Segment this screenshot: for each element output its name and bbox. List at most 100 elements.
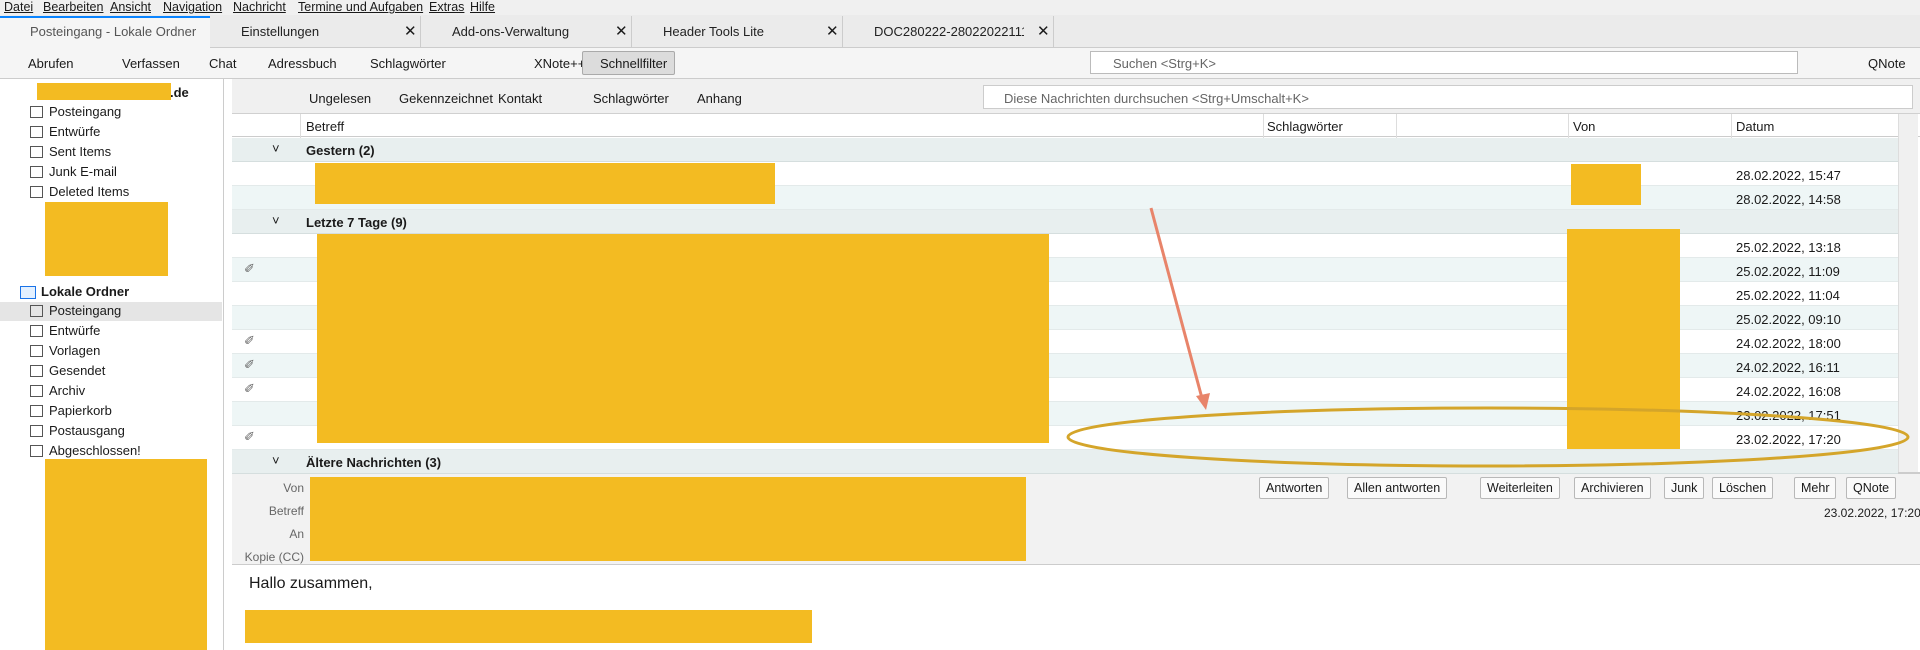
filter-search[interactable]: Diese Nachrichten durchsuchen <Strg+Umsc… [983, 85, 1913, 109]
toolbar-button[interactable]: Chat [209, 56, 237, 71]
body-redaction [245, 610, 812, 643]
tab[interactable] [211, 16, 421, 48]
header-button[interactable]: QNote [1846, 477, 1897, 499]
message-date: 25.02.2022, 11:09 [1736, 264, 1840, 279]
folder-icon [30, 385, 43, 397]
tab[interactable] [633, 16, 843, 48]
qnote-button[interactable]: QNote [1868, 56, 1906, 71]
header-button[interactable]: Mehr [1794, 477, 1837, 499]
filter-button[interactable]: Anhang [697, 91, 742, 106]
folder[interactable]: Posteingang [49, 104, 122, 119]
tab-close[interactable]: ✕ [615, 23, 628, 40]
folder[interactable]: Junk E-mail [49, 164, 117, 179]
header-label: Von [283, 481, 304, 495]
folder-icon [30, 186, 43, 198]
menu-item[interactable]: Ansicht [110, 0, 151, 14]
toolbar-button[interactable]: Schlagwörter [370, 56, 446, 71]
tab-close[interactable]: ✕ [404, 23, 417, 40]
toolbar-button[interactable]: Adressbuch [268, 56, 337, 71]
folder-icon [30, 445, 43, 457]
global-search[interactable]: Suchen <Strg+K> [1090, 51, 1798, 74]
message-date: 24.02.2022, 16:08 [1736, 384, 1841, 399]
message-date: 25.02.2022, 09:10 [1736, 312, 1841, 327]
tab-label: DOC280222-28022022111926 [874, 24, 1024, 39]
folder[interactable]: Posteingang [49, 303, 122, 318]
tab-label: Einstellungen [241, 24, 320, 39]
folder[interactable]: Archiv [49, 383, 86, 398]
folder[interactable]: Gesendet [49, 363, 106, 378]
header-button[interactable]: Junk [1664, 477, 1705, 499]
tab-close[interactable]: ✕ [1037, 23, 1050, 40]
menu-item[interactable]: Extras [429, 0, 465, 14]
header-redaction [310, 477, 1026, 561]
tab-bar [0, 15, 1920, 48]
local-account[interactable]: Lokale Ordner [41, 284, 130, 299]
column-header[interactable]: Datum [1736, 119, 1775, 134]
menu-bar [0, 0, 1920, 15]
toolbar-button[interactable]: XNote++ [534, 56, 586, 71]
menu-item[interactable]: Termine und Aufgaben [298, 0, 424, 14]
header-label: An [289, 527, 304, 541]
header-button[interactable]: Allen antworten [1347, 477, 1448, 499]
header-button[interactable]: Weiterleiten [1480, 477, 1560, 499]
header-button[interactable]: Löschen [1712, 477, 1774, 499]
header-button[interactable]: Antworten [1259, 477, 1330, 499]
folder-icon [30, 126, 43, 138]
folder[interactable]: Entwürfe [49, 124, 101, 139]
attachment-icon: ✐ [244, 333, 255, 348]
redaction [317, 234, 1049, 443]
account-name[interactable]: .de [170, 85, 189, 100]
group-row[interactable] [232, 138, 1898, 162]
toolbar-button[interactable]: Schnellfilter [600, 56, 668, 71]
scrollbar[interactable] [1898, 114, 1918, 472]
attachment-icon: ✐ [244, 261, 255, 276]
folder-icon [30, 106, 43, 118]
message-date: 23.02.2022, 17:20 [1736, 432, 1841, 447]
folder-icon [30, 146, 43, 158]
tab-close[interactable]: ✕ [826, 23, 839, 40]
menu-item[interactable]: Bearbeiten [43, 0, 104, 14]
message-date: 28.02.2022, 15:47 [1736, 168, 1841, 183]
filter-button[interactable]: Ungelesen [309, 91, 372, 106]
menu-item[interactable]: Navigation [163, 0, 223, 14]
message-date: 28.02.2022, 14:58 [1736, 192, 1841, 207]
tab-label: Add-ons-Verwaltung [452, 24, 570, 39]
folder[interactable]: Deleted Items [49, 184, 130, 199]
attachment-icon: ✐ [244, 429, 255, 444]
menu-item[interactable]: Hilfe [470, 0, 496, 14]
folder-icon [30, 345, 43, 357]
column-header[interactable]: Von [1573, 119, 1596, 134]
toolbar-button[interactable]: Verfassen [122, 56, 180, 71]
toolbar-button[interactable]: Abrufen [28, 56, 74, 71]
tab[interactable] [422, 16, 632, 48]
folder[interactable]: Postausgang [49, 423, 125, 438]
menu-item[interactable]: Datei [4, 0, 34, 14]
group-row[interactable] [232, 450, 1898, 474]
folder[interactable]: Entwürfe [49, 323, 101, 338]
tab[interactable] [844, 16, 1054, 48]
quick-filter-toggle[interactable] [582, 51, 675, 75]
folder[interactable]: Abgeschlossen! [49, 443, 141, 458]
body-greeting: Hallo zusammen, [249, 575, 373, 592]
header-label: Kopie (CC) [244, 550, 304, 564]
filter-button[interactable]: Gekennzeichnet [399, 91, 493, 106]
tab-label: Posteingang - Lokale Ordner [30, 24, 197, 39]
message-date: 23.02.2022, 17:51 [1736, 408, 1841, 423]
twisty: ˅ [272, 213, 280, 228]
folder-redaction [45, 459, 207, 650]
folder[interactable]: Vorlagen [49, 343, 101, 358]
header-button[interactable]: Archivieren [1574, 477, 1651, 499]
tab[interactable] [0, 16, 210, 48]
column-header[interactable]: Betreff [306, 119, 345, 134]
account-redaction [37, 83, 171, 100]
folder-icon [30, 405, 43, 417]
filter-button[interactable]: Schlagwörter [593, 91, 669, 106]
filter-button[interactable]: Kontakt [498, 91, 543, 106]
menu-item[interactable]: Nachricht [233, 0, 286, 14]
twisty: ˅ [272, 141, 280, 156]
column-header[interactable]: Schlagwörter [1267, 119, 1343, 134]
selected-folder [0, 302, 222, 321]
folder[interactable]: Sent Items [49, 144, 112, 159]
header-label: Betreff [268, 504, 304, 518]
folder[interactable]: Papierkorb [49, 403, 112, 418]
